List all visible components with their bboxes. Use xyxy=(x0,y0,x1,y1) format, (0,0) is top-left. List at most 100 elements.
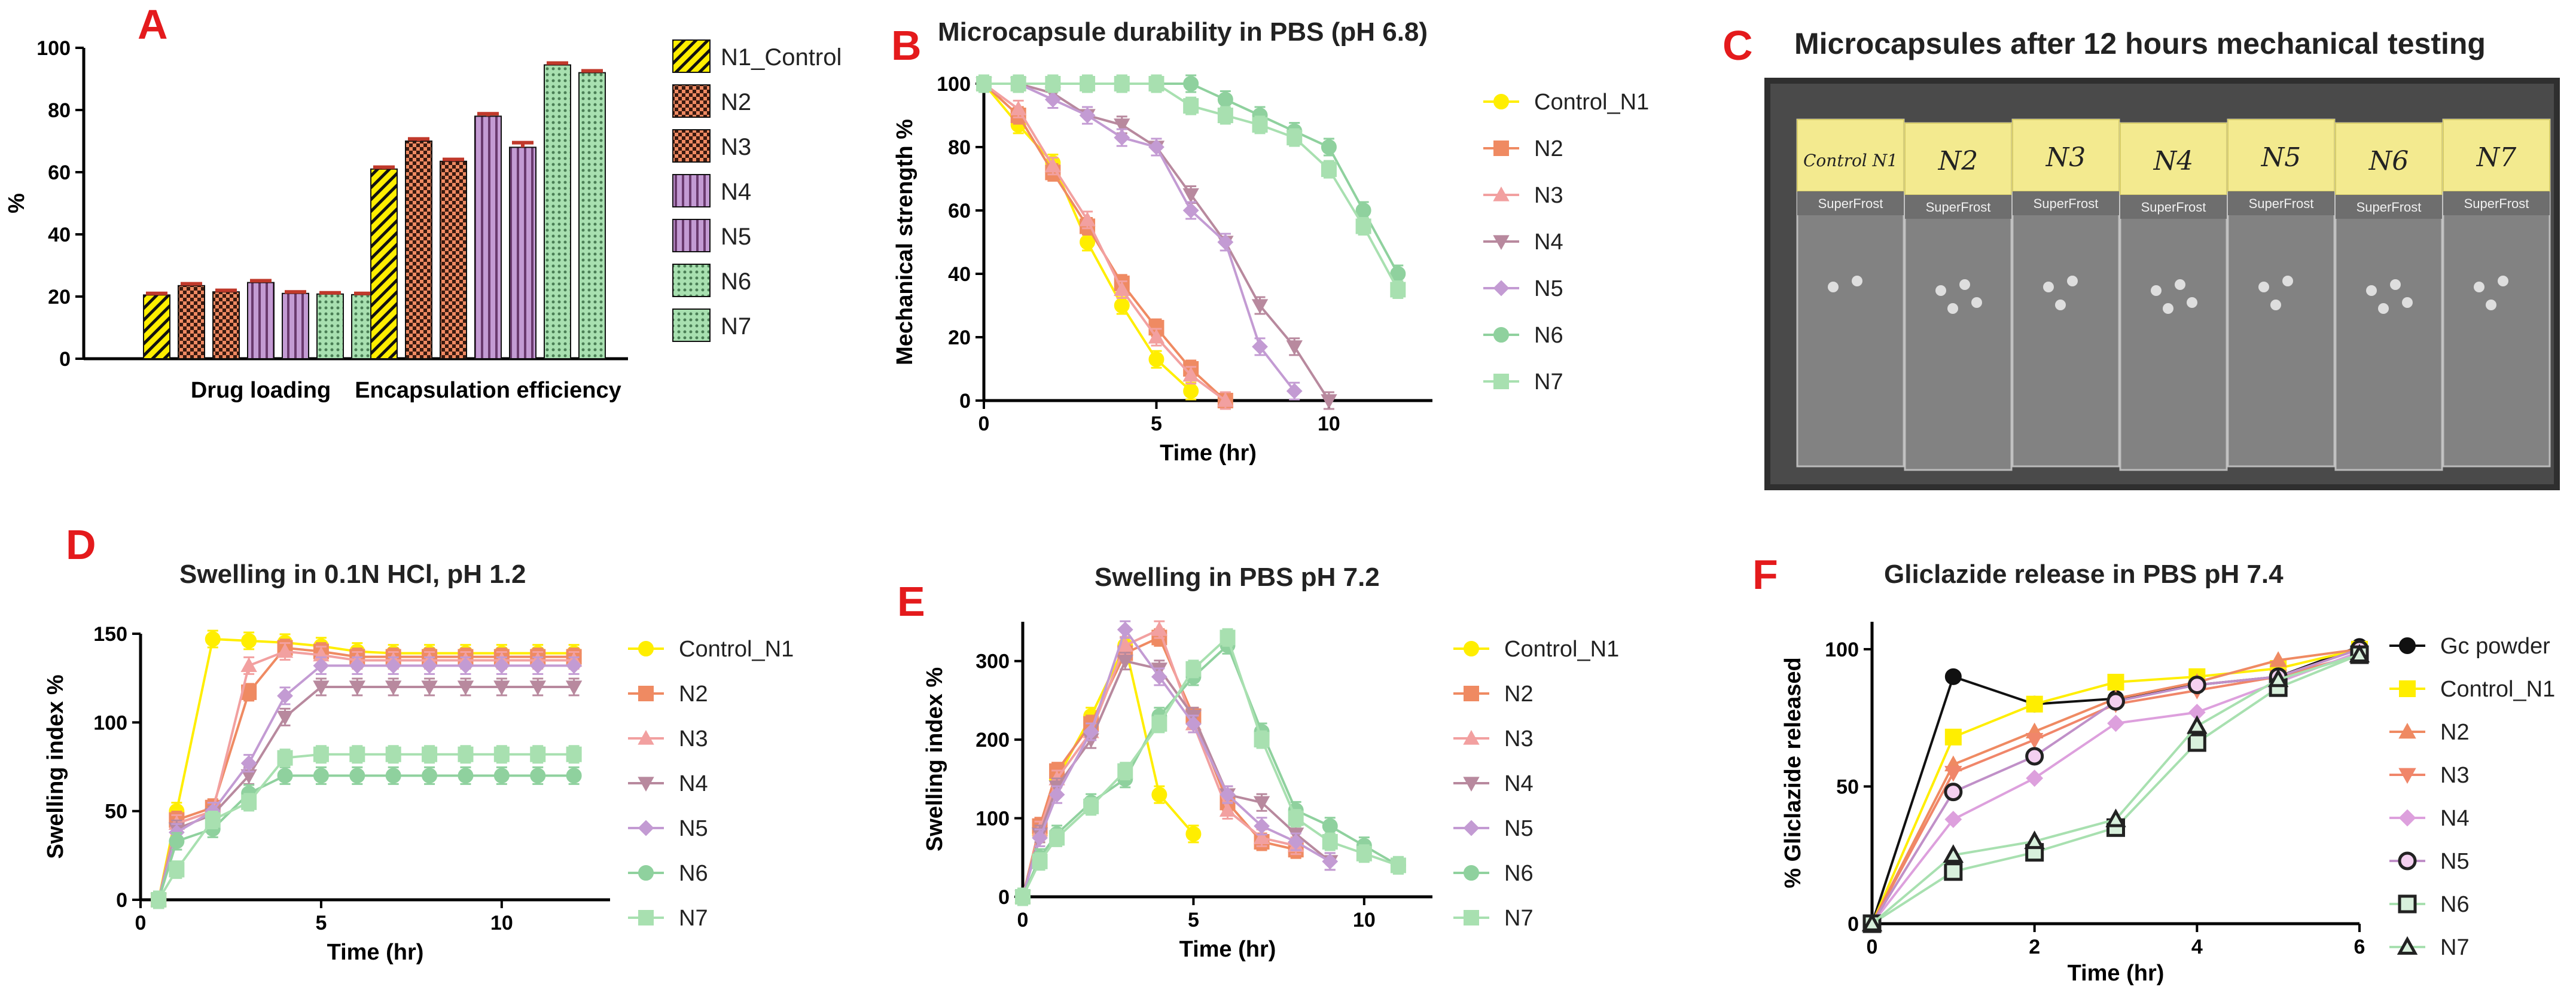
E-x-tick-label: 10 xyxy=(1353,909,1376,931)
D-point-n4 xyxy=(313,680,330,696)
E-series-n5 xyxy=(1014,620,1339,906)
B-point-n6 xyxy=(1321,139,1337,155)
F-point-n7 xyxy=(1943,844,1964,863)
A-legend-item-n3: N3 xyxy=(672,129,751,163)
E-y-tick-label: 200 xyxy=(975,729,1010,752)
E-point-n7 xyxy=(1288,810,1304,826)
E-y-tick-label: 0 xyxy=(998,886,1010,909)
E-legend-item-n7: N7 xyxy=(1453,906,1534,931)
F-point-n7 xyxy=(2267,668,2289,688)
panel-e-legend: Control_N1 N2 N3 N4 N5 N6 N7 xyxy=(1453,637,1619,931)
A-y-tick-label: 60 xyxy=(48,161,71,184)
slide-handwritten-label: N4 xyxy=(2153,146,2194,176)
panel-letter-d: D xyxy=(66,521,96,568)
F-legend-label: Gc powder xyxy=(2440,634,2550,659)
E-point-n3 xyxy=(1219,802,1236,817)
A-y-tick-label: 80 xyxy=(48,99,71,122)
B-y-tick-label: 60 xyxy=(948,200,971,222)
B-point-n7 xyxy=(1217,108,1233,123)
panel-b-durability-chart: B Microcapsule durability in PBS (pH 6.8… xyxy=(891,17,1649,466)
slide-handwritten-label: Control N1 xyxy=(1803,151,1898,170)
A-bar-n4-drug-loading xyxy=(247,282,275,360)
E-point-n4 xyxy=(1253,796,1270,811)
F-legend-label: N4 xyxy=(2440,806,2470,831)
B-point-n7 xyxy=(1390,282,1406,298)
B-line-n3 xyxy=(983,83,1227,402)
A-legend-item-n5: N5 xyxy=(672,219,751,252)
E-legend-label: N2 xyxy=(1504,682,1534,707)
F-legend-marker xyxy=(2398,894,2417,914)
D-legend-marker xyxy=(638,865,654,881)
B-legend-item-n2: N2 xyxy=(1483,136,1563,161)
B-point-n4 xyxy=(1114,118,1130,133)
A-legend-label: N1_Control xyxy=(721,44,842,71)
E-x-tick-label: 0 xyxy=(1017,909,1029,931)
D-series-n6 xyxy=(151,766,582,909)
D-point-n6 xyxy=(566,768,582,784)
B-point-n3 xyxy=(1114,281,1130,297)
panel-d-swelling-hcl-chart: D Swelling in 0.1N HCl, pH 1.2 050100150… xyxy=(43,521,794,965)
B-point-n5 xyxy=(1182,202,1199,219)
D-legend-item-n2: N2 xyxy=(628,682,708,707)
B-point-n5 xyxy=(1252,338,1268,355)
microcapsule xyxy=(2366,285,2377,296)
D-point-n4 xyxy=(349,680,366,696)
F-legend-marker xyxy=(2398,722,2416,739)
A-legend-swatch xyxy=(672,174,711,207)
E-point-n5 xyxy=(1083,723,1099,740)
slide-label-area xyxy=(1797,119,1904,192)
F-series-n7 xyxy=(1861,643,2370,931)
B-point-n6 xyxy=(1355,203,1371,218)
D-line-n4 xyxy=(157,686,574,900)
B-point-n4 xyxy=(1321,394,1337,410)
E-point-n7 xyxy=(1049,830,1065,846)
F-point-n3 xyxy=(2025,733,2044,749)
D-point-n3 xyxy=(276,643,294,658)
D-point-n4 xyxy=(493,680,510,696)
E-legend-marker xyxy=(1464,686,1479,701)
E-point-n5 xyxy=(1117,621,1133,638)
A-legend-item-n2: N2 xyxy=(672,84,751,118)
microcapsule xyxy=(1959,279,1970,290)
F-legend-marker xyxy=(2397,936,2418,955)
A-bar-n2-encapsulation-efficiency xyxy=(405,140,432,359)
microcapsule xyxy=(2378,303,2389,314)
D-point-n5 xyxy=(529,657,546,674)
D-point-n5 xyxy=(349,657,365,674)
microcapsule xyxy=(2390,279,2401,290)
E-line-n2 xyxy=(1022,636,1297,897)
D-legend-item-n7: N7 xyxy=(628,906,708,931)
D-legend-label: N6 xyxy=(679,861,708,886)
panel-e-swelling-pbs-chart: E Swelling in PBS pH 7.2 0 100 200 300 0 5 10 T… xyxy=(897,563,1619,962)
E-line-n6 xyxy=(1022,643,1399,897)
D-point-n4 xyxy=(421,680,438,696)
E-point-n4 xyxy=(1117,655,1133,670)
F-point-n3 xyxy=(1944,766,1962,782)
E-series-n7 xyxy=(1015,628,1406,906)
panel-a-legend: N1_Control N2 N3 N4 N5 N6 N7 xyxy=(672,39,842,342)
F-y-tick-label: 0 xyxy=(1848,913,1859,936)
slide-label-area xyxy=(2120,123,2227,196)
D-point-n5 xyxy=(458,657,474,674)
F-y-axis-label: % Gliclazide released xyxy=(1781,657,1806,888)
B-point-n5 xyxy=(1286,383,1303,399)
E-legend-item-n3: N3 xyxy=(1453,726,1534,752)
D-legend-marker xyxy=(638,729,654,745)
B-legend-item-n6: N6 xyxy=(1483,323,1563,348)
E-point-n5 xyxy=(1288,833,1304,850)
panel-c-title: Microcapsules after 12 hours mechanical … xyxy=(1794,27,2486,60)
photo-slide-n5: N5 SuperFrost xyxy=(2227,118,2336,468)
A-legend-item-n6: N6 xyxy=(672,264,751,297)
E-point-n7 xyxy=(1083,798,1099,814)
D-legend-item-n3: N3 xyxy=(628,726,708,752)
A-legend-item-n4: N4 xyxy=(672,174,751,207)
B-legend-label: N6 xyxy=(1534,323,1563,348)
D-legend-label: N3 xyxy=(679,726,708,752)
B-y-axis-label: Mechanical strength % xyxy=(892,119,917,365)
E-legend-label: Control_N1 xyxy=(1504,637,1619,662)
A-bar-n3-drug-loading xyxy=(212,291,240,360)
B-point-n7 xyxy=(1010,76,1026,91)
E-legend-label: N3 xyxy=(1504,726,1534,752)
E-point-n5 xyxy=(1254,818,1270,835)
panel-f-legend: Gc powder Control_N1 N2 N3 N4 N5 N6 N7 xyxy=(2389,634,2555,960)
